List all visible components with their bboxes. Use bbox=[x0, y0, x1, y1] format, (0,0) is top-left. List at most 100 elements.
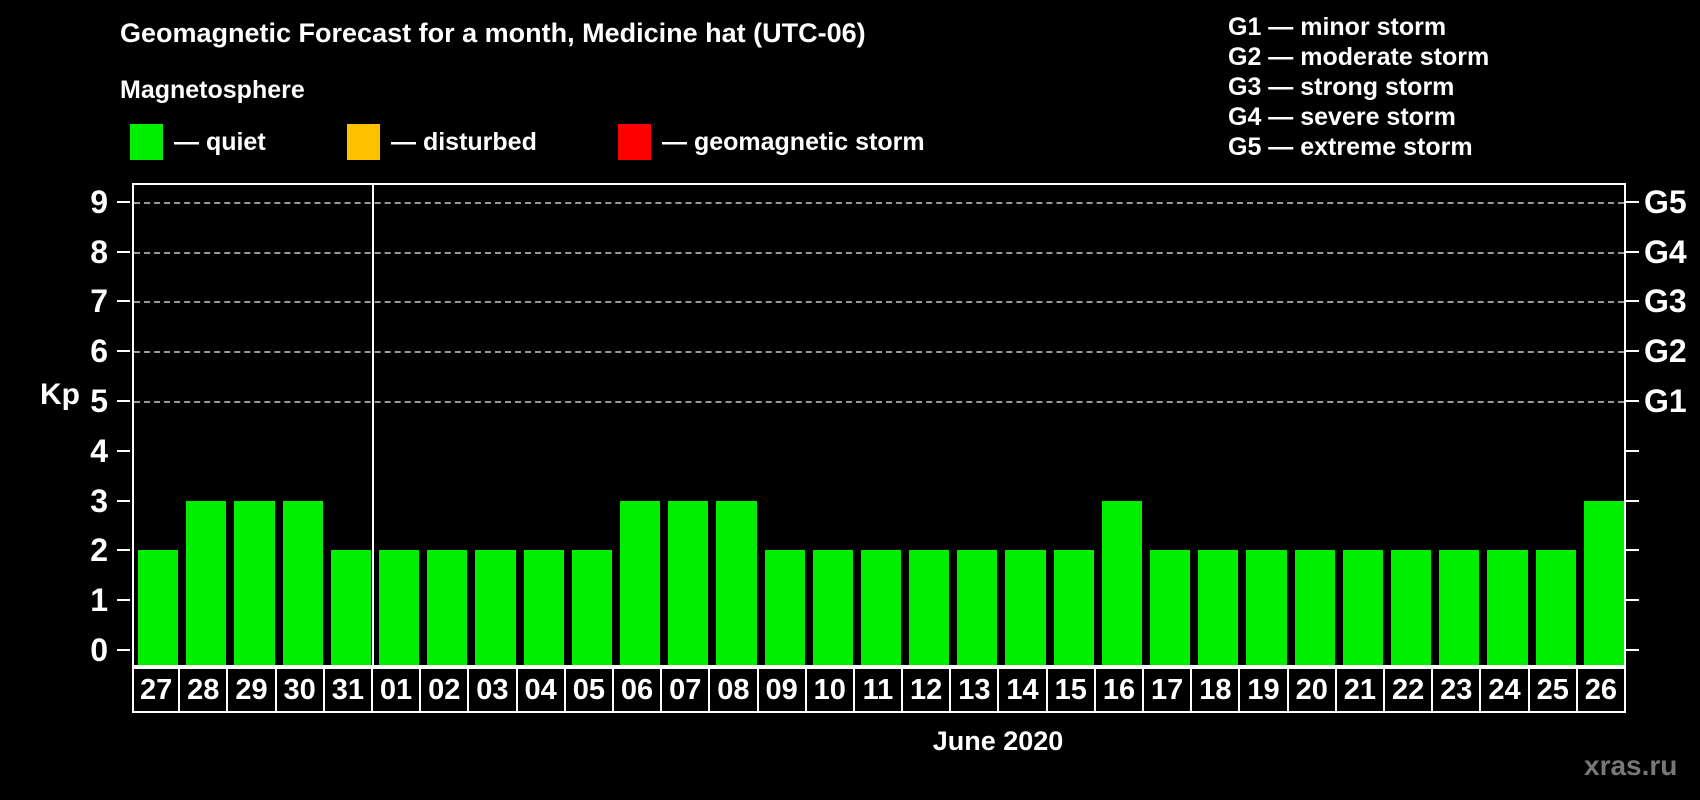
kp-bar-day-31 bbox=[330, 550, 371, 665]
g-scale-legend: G1 — minor storm G2 — moderate storm G3 … bbox=[1228, 12, 1489, 162]
kp-bar-day-02 bbox=[427, 550, 468, 665]
x-axis-title: June 2020 bbox=[932, 726, 1064, 756]
right-tick-kp-7 bbox=[1626, 300, 1639, 303]
kp-bar-day-21 bbox=[1342, 550, 1384, 665]
g-scale-legend-line: G1 — minor storm bbox=[1228, 13, 1447, 41]
legend-label-quiet: — quiet bbox=[174, 128, 266, 156]
kp-bar-day-11 bbox=[860, 550, 902, 665]
kp-bar-day-20 bbox=[1294, 550, 1335, 665]
day-label-19: 19 bbox=[1238, 667, 1289, 713]
day-label-16: 16 bbox=[1093, 667, 1145, 713]
y-tick-label-7: 7 bbox=[90, 283, 108, 320]
day-label-12: 12 bbox=[901, 667, 952, 713]
y-tick-label-8: 8 bbox=[90, 233, 108, 270]
storm-color-swatch bbox=[618, 124, 651, 160]
left-tick-kp-0 bbox=[117, 649, 130, 651]
disturbed-color-swatch bbox=[347, 124, 380, 160]
kp-bar-day-05 bbox=[571, 550, 612, 665]
right-tick-kp-3 bbox=[1626, 499, 1639, 502]
y-tick-label-4: 4 bbox=[90, 432, 108, 469]
day-label-29: 29 bbox=[226, 667, 277, 713]
quiet-color-swatch bbox=[130, 124, 163, 160]
left-tick-kp-3 bbox=[117, 499, 130, 502]
chart-title: Geomagnetic Forecast for a month, Medici… bbox=[120, 18, 866, 48]
kp-bar-day-15 bbox=[1053, 550, 1094, 665]
kp-bar-day-28 bbox=[186, 500, 227, 665]
day-label-21: 21 bbox=[1334, 667, 1386, 713]
day-label-31: 31 bbox=[322, 667, 373, 713]
day-label-18: 18 bbox=[1190, 667, 1241, 713]
day-label-11: 11 bbox=[852, 667, 904, 713]
day-label-13: 13 bbox=[949, 667, 1000, 713]
day-label-10: 10 bbox=[804, 667, 855, 713]
g-scale-tick-label-G3: G3 bbox=[1644, 283, 1687, 320]
month-boundary-line bbox=[371, 185, 374, 665]
right-tick-kp-1 bbox=[1626, 599, 1639, 602]
kp-bar-day-06 bbox=[619, 500, 661, 665]
kp-bar-day-18 bbox=[1198, 550, 1239, 665]
kp-bar-day-26 bbox=[1583, 500, 1624, 665]
kp-bar-day-23 bbox=[1439, 550, 1480, 665]
right-tick-kp-5 bbox=[1626, 400, 1639, 402]
day-label-08: 08 bbox=[708, 667, 759, 713]
y-tick-label-5: 5 bbox=[90, 383, 108, 419]
kp-bar-day-07 bbox=[668, 500, 709, 665]
left-tick-kp-2 bbox=[117, 549, 130, 552]
day-label-30: 30 bbox=[274, 667, 325, 713]
gridline-kp-7 bbox=[134, 301, 1624, 304]
kp-bar-day-24 bbox=[1487, 550, 1528, 665]
legend-label-storm: — geomagnetic storm bbox=[662, 128, 925, 156]
kp-bar-day-01 bbox=[378, 550, 420, 665]
day-label-20: 20 bbox=[1286, 667, 1337, 713]
kp-bar-day-03 bbox=[475, 550, 516, 665]
gridline-kp-9 bbox=[134, 201, 1624, 204]
day-label-07: 07 bbox=[660, 667, 711, 713]
kp-bar-day-12 bbox=[909, 550, 950, 665]
g-scale-legend-line: G2 — moderate storm bbox=[1228, 43, 1490, 71]
y-tick-label-2: 2 bbox=[90, 532, 108, 569]
day-label-06: 06 bbox=[611, 667, 663, 713]
g-scale-tick-label-G1: G1 bbox=[1644, 383, 1687, 419]
kp-bar-day-16 bbox=[1101, 500, 1143, 665]
day-label-09: 09 bbox=[756, 667, 807, 713]
day-label-01: 01 bbox=[370, 667, 422, 713]
day-label-26: 26 bbox=[1575, 667, 1626, 713]
day-label-02: 02 bbox=[419, 667, 470, 713]
day-label-22: 22 bbox=[1383, 667, 1434, 713]
left-tick-kp-9 bbox=[117, 200, 130, 203]
day-label-23: 23 bbox=[1431, 667, 1482, 713]
day-label-03: 03 bbox=[467, 667, 518, 713]
day-label-27: 27 bbox=[132, 667, 181, 713]
g-scale-tick-label-G2: G2 bbox=[1644, 333, 1687, 370]
left-tick-kp-4 bbox=[117, 449, 130, 452]
left-tick-kp-7 bbox=[117, 300, 130, 303]
kp-bar-day-13 bbox=[957, 550, 998, 665]
gridline-kp-8 bbox=[134, 251, 1624, 254]
right-tick-kp-4 bbox=[1626, 449, 1639, 452]
kp-bar-day-04 bbox=[523, 550, 564, 665]
y-tick-label-1: 1 bbox=[90, 582, 108, 619]
right-tick-kp-6 bbox=[1626, 350, 1639, 353]
legend-heading: Magnetosphere bbox=[120, 76, 305, 104]
day-label-17: 17 bbox=[1142, 667, 1193, 713]
watermark: xras.ru bbox=[1584, 750, 1678, 781]
legend-label-disturbed: — disturbed bbox=[391, 128, 537, 156]
day-label-14: 14 bbox=[997, 667, 1048, 713]
y-tick-label-3: 3 bbox=[90, 482, 108, 519]
left-tick-kp-6 bbox=[117, 350, 130, 353]
left-tick-kp-1 bbox=[117, 599, 130, 602]
day-label-05: 05 bbox=[563, 667, 614, 713]
day-label-25: 25 bbox=[1527, 667, 1578, 713]
gridline-kp-6 bbox=[134, 351, 1624, 354]
day-label-28: 28 bbox=[178, 667, 229, 713]
kp-bar-day-19 bbox=[1246, 550, 1287, 665]
kp-bar-day-14 bbox=[1005, 550, 1046, 665]
gridline-kp-5 bbox=[134, 401, 1624, 403]
g-scale-tick-label-G5: G5 bbox=[1644, 183, 1687, 220]
g-scale-legend-line: G4 — severe storm bbox=[1228, 103, 1456, 131]
right-tick-kp-0 bbox=[1626, 649, 1639, 651]
right-tick-kp-8 bbox=[1626, 250, 1639, 253]
kp-bar-day-25 bbox=[1535, 550, 1576, 665]
kp-bar-day-09 bbox=[764, 550, 805, 665]
